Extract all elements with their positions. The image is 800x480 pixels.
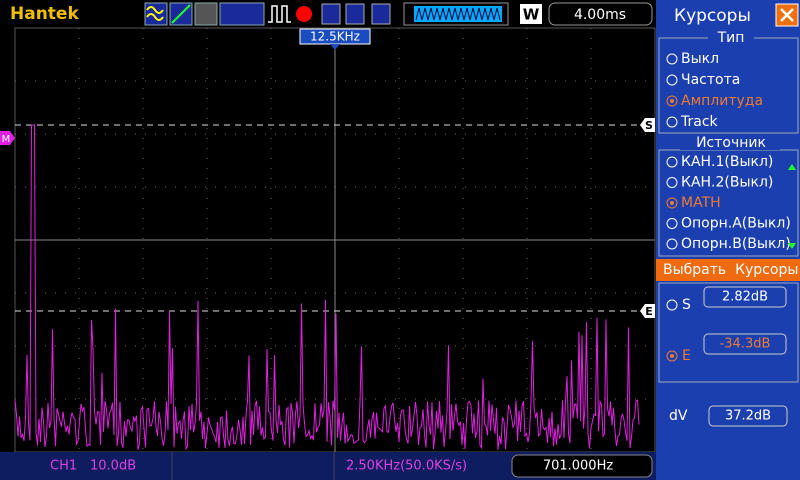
radio[interactable] — [666, 197, 678, 209]
timebase: 4.00ms — [574, 7, 626, 23]
e-value-box — [703, 333, 787, 355]
scroll-down[interactable] — [788, 243, 796, 249]
e-value: -34.3dB — [720, 337, 771, 352]
radio[interactable] — [666, 238, 678, 250]
icon — [144, 2, 168, 26]
option-label[interactable]: Опорн.А(Выкл) — [681, 216, 791, 232]
e-label: E — [682, 348, 691, 364]
math-marker-label: M — [2, 134, 11, 145]
icon — [171, 4, 191, 24]
sidebar — [656, 0, 800, 480]
option-label[interactable]: MATH — [681, 195, 721, 211]
s-marker-label: S — [645, 119, 653, 132]
radio[interactable] — [666, 177, 678, 188]
span: 2.50KHz(50.0KS/s) — [346, 459, 467, 474]
e-marker-label: E — [645, 305, 653, 318]
channel: CH1 — [50, 459, 77, 474]
brand: Hantek — [10, 4, 79, 24]
radio[interactable] — [666, 74, 678, 86]
option-label[interactable]: Выкл — [681, 51, 719, 67]
option-label[interactable]: КАН.1(Выкл) — [681, 154, 773, 170]
option-label[interactable]: Частота — [681, 72, 740, 88]
option-label[interactable]: Опорн.В(Выкл) — [681, 236, 791, 252]
save-icon — [345, 3, 365, 25]
select-button-label: Выбрать Курсоры — [663, 262, 798, 278]
radio[interactable] — [666, 95, 678, 107]
type-group-title: Тип — [717, 30, 745, 46]
radio-dot — [670, 201, 674, 205]
e-marker — [640, 304, 655, 318]
trigger-arrow — [330, 44, 340, 50]
radio[interactable] — [666, 299, 678, 311]
radio[interactable] — [666, 156, 678, 168]
s-value-box — [703, 286, 787, 308]
radio[interactable] — [666, 116, 678, 128]
memory-wave — [415, 7, 501, 21]
option-label[interactable]: Амплитуда — [681, 93, 763, 109]
math-marker — [0, 131, 15, 145]
icon — [371, 3, 391, 25]
sidebar-title: Курсоры — [674, 6, 751, 26]
radio-dot — [670, 354, 674, 358]
timebase-box — [548, 2, 653, 26]
option-label[interactable]: Track — [680, 114, 719, 130]
fft-trace — [14, 124, 640, 451]
icon — [321, 3, 341, 25]
scroll-up[interactable] — [788, 164, 796, 170]
icon — [268, 5, 291, 23]
option-label[interactable]: КАН.2(Выкл) — [681, 175, 773, 191]
dv-label: dV — [669, 408, 688, 424]
label-bg — [680, 136, 780, 150]
icon — [146, 6, 164, 21]
source-options: КАН.1(Выкл) КАН.2(Выкл) MATH Опорн.А(Выкл) О… — [666, 154, 791, 252]
s-value: 2.82dB — [722, 290, 768, 305]
dv-value-box — [708, 405, 788, 427]
badge-text: W — [523, 6, 540, 24]
radio[interactable] — [666, 350, 678, 362]
label-bg — [708, 31, 754, 45]
type-options: Выкл Частота Амплитуда Track — [666, 51, 763, 130]
badge — [520, 4, 542, 24]
s-marker — [640, 118, 655, 132]
s-label: S — [682, 297, 691, 313]
close-icon — [780, 8, 794, 22]
channel-scale: 10.0dB — [90, 459, 136, 474]
radio[interactable] — [666, 218, 678, 229]
trigger-position: 12.5KHz — [310, 30, 360, 44]
source-group-title: Источник — [696, 135, 766, 151]
icon — [194, 2, 218, 26]
record-icon — [296, 6, 312, 22]
cursor-group — [658, 282, 799, 383]
freq-box — [511, 454, 653, 478]
radio[interactable] — [666, 53, 678, 65]
select-button[interactable] — [656, 259, 800, 281]
frequency: 701.000Hz — [543, 459, 614, 474]
radio-dot — [670, 99, 674, 103]
icon — [219, 2, 265, 26]
dv-value: 37.2dB — [725, 409, 771, 424]
